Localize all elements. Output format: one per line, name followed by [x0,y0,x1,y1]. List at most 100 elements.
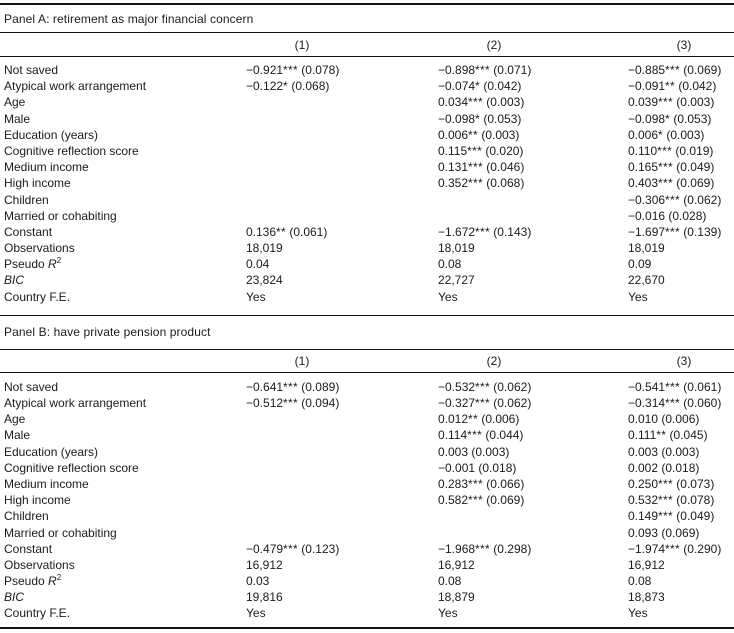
divider-rule [0,56,734,57]
cell-value: −0.327*** (0.062) [438,396,532,410]
table-row: Children −0.306*** (0.062) [0,192,734,208]
cell-value: 0.114*** (0.044) [438,428,524,443]
significance-stars: *** [657,143,673,158]
significance-stars: ** [468,412,478,427]
panel-a-body: Not saved −0.921*** (0.078) −0.898*** (0.0… [0,57,734,315]
significance-stars: *** [658,476,673,491]
cell-value: 0.03 [246,574,270,589]
table-row: Married or cohabiting 0.093 (0.069) [0,525,734,541]
cell-value: −1.968*** (0.298) [438,541,532,556]
cell-value [246,411,438,427]
table-row: Male 0.114*** (0.044) 0.111** (0.045) [0,427,734,443]
significance-stars: *** [475,63,490,77]
cell-value: −0.512*** (0.094) [246,396,340,410]
significance-stars: *** [283,63,298,77]
significance-stars: *** [475,379,490,394]
cell-value: 0.006** (0.003) [438,127,520,142]
panel-b-title: Panel B: have private pension product [4,325,211,340]
cell-value: −0.641*** (0.089) [246,379,340,394]
significance-stars: ** [276,224,286,239]
significance-stars: *** [468,176,483,191]
significance-stars: *** [665,192,680,207]
cell-value: 0.039*** (0.003) [628,95,715,110]
significance-stars: * [475,111,481,126]
column-header: (1) [294,353,310,368]
cell-value: −0.921*** (0.078) [246,63,340,77]
column-header: (3) [676,353,692,368]
table-row: Observations 16,912 16,912 16,912 [0,557,734,573]
cell-value: 0.010 (0.006) [628,412,700,427]
significance-stars: *** [283,379,298,394]
row-label: Atypical work arrangement [4,396,147,410]
cell-value: −0.885*** (0.069) [628,63,722,77]
row-label: High income [4,176,71,191]
significance-stars: ** [468,127,478,142]
cell-value: 0.006* (0.003) [628,127,705,142]
significance-stars: *** [467,428,483,443]
significance-stars: *** [658,95,673,110]
cell-value: −0.479*** (0.123) [246,541,340,556]
row-label: Age [4,95,26,110]
cell-value [246,175,438,191]
cell-value [246,111,438,127]
row-label: Married or cohabiting [4,525,117,540]
table-row: Cognitive reflection score 0.115*** (0.02… [0,143,734,159]
cell-value [246,476,438,492]
row-label: Cognitive reflection score [4,460,139,475]
column-header: (1) [294,37,310,52]
cell-value: 0.012** (0.006) [438,412,520,427]
cell-value: 16,912 [246,557,283,572]
significance-stars: *** [468,476,483,491]
row-label: High income [4,493,71,508]
cell-value: −0.122* (0.068) [246,79,330,94]
table-row: Not saved −0.641*** (0.089) −0.532*** (0.0… [0,379,734,395]
cell-value [246,427,438,443]
row-label: Married or cohabiting [4,208,117,223]
row-label: Children [4,509,49,524]
divider-rule [0,314,734,316]
cell-value: −0.314*** (0.060) [628,396,722,410]
cell-value: 23,824 [246,273,283,288]
row-label: Pseudo R2 [4,573,62,589]
table-row: Pseudo R2 0.03 0.08 0.08 [0,573,734,589]
cell-value: 19,816 [246,590,283,605]
row-label: Constant [4,224,53,239]
table-row: Pseudo R2 0.04 0.08 0.09 [0,256,734,272]
table-row: BIC 23,824 22,727 22,670 [0,272,734,288]
table-row: Atypical work arrangement −0.512*** (0.09… [0,395,734,411]
cell-value: 18,873 [628,590,665,605]
cell-value: 18,019 [438,241,475,256]
table-row: Observations 18,019 18,019 18,019 [0,240,734,256]
cell-value [246,143,438,159]
significance-stars: *** [665,63,680,77]
panel-a-title: Panel A: retirement as major financial c… [4,11,254,26]
cell-value: 0.093 (0.069) [628,525,700,540]
cell-value: −1.672*** (0.143) [438,224,532,239]
header-cell: (1) [246,354,438,368]
header-cell: (2) [438,354,628,368]
header-cell: (3) [628,354,734,368]
cell-value: −0.541*** (0.061) [628,379,722,394]
column-header: (2) [486,37,502,52]
cell-value: −1.974*** (0.290) [628,541,722,556]
cell-value: 0.003 (0.003) [438,444,510,459]
cell-value: 0.165*** (0.049) [628,160,715,175]
cell-value: −0.532*** (0.062) [438,379,532,394]
cell-value: 0.111** (0.045) [628,428,708,443]
cell-value: Yes [246,606,266,621]
cell-value: 0.08 [438,574,462,589]
cell-value: 16,912 [438,557,475,572]
row-label: Education (years) [4,444,99,459]
significance-stars: *** [283,396,298,410]
table-row: Constant −0.479*** (0.123) −1.968*** (0.29… [0,541,734,557]
cell-value: Yes [438,606,458,621]
cell-value: −0.098* (0.053) [628,111,712,126]
significance-stars: *** [658,160,673,175]
significance-stars: *** [467,143,483,158]
significance-stars: *** [658,176,673,191]
significance-stars: *** [665,541,680,556]
cell-value: −0.306*** (0.062) [628,192,722,207]
table-row: Constant 0.136** (0.061) −1.672*** (0.143)… [0,224,734,240]
significance-stars: * [665,111,671,126]
